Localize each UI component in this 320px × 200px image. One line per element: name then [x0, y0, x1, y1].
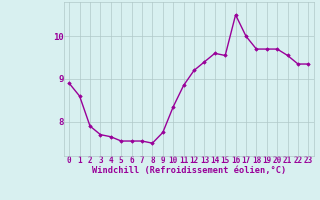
X-axis label: Windchill (Refroidissement éolien,°C): Windchill (Refroidissement éolien,°C) — [92, 166, 286, 175]
